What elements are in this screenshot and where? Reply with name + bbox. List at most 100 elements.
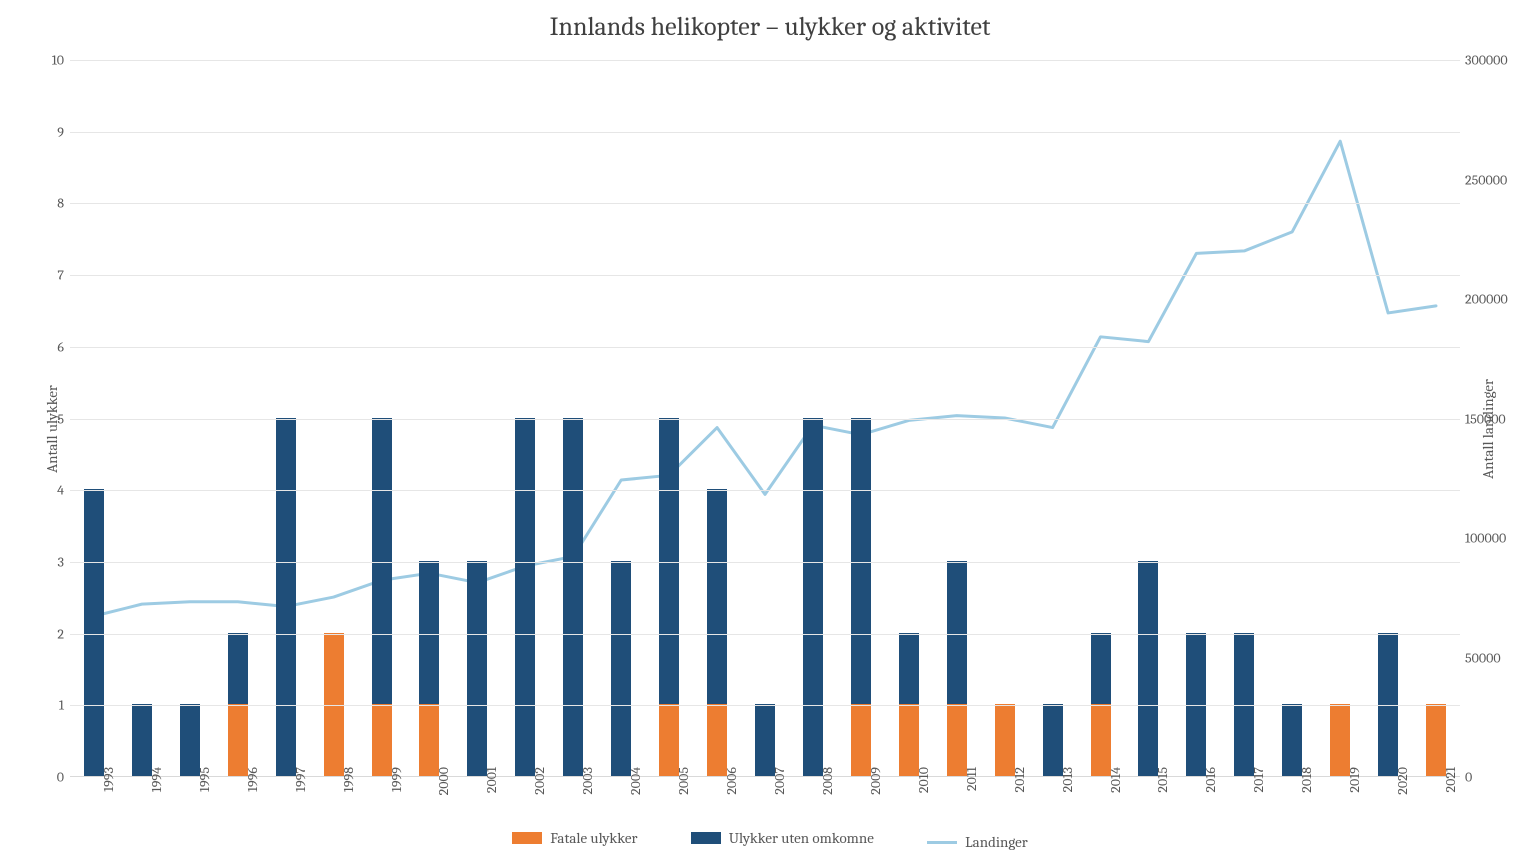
bar-segment-nonfatal — [707, 489, 727, 704]
xtick: 2021 — [1442, 767, 1459, 793]
bar-segment-nonfatal — [1378, 633, 1398, 776]
ytick-right: 250000 — [1465, 171, 1520, 188]
bar-segment-fatal — [1091, 704, 1111, 776]
legend: Fatale ulykker Ulykker uten omkomne Land… — [0, 829, 1540, 852]
ytick-right: 0 — [1465, 769, 1520, 786]
xtick: 2014 — [1107, 767, 1124, 793]
ytick-left: 4 — [42, 482, 64, 499]
xtick: 2009 — [867, 767, 884, 795]
ytick-left: 5 — [42, 410, 64, 427]
xtick: 2003 — [579, 767, 596, 795]
ytick-right: 300000 — [1465, 52, 1520, 69]
bar-segment-nonfatal — [1043, 704, 1063, 776]
bar-segment-fatal — [851, 704, 871, 776]
bar-segment-nonfatal — [1138, 561, 1158, 776]
ytick-left: 9 — [42, 123, 64, 140]
xtick: 2000 — [435, 767, 452, 795]
legend-swatch-fatal — [512, 832, 542, 844]
bar-segment-fatal — [419, 704, 439, 776]
bar-segment-fatal — [228, 704, 248, 776]
bar-segment-nonfatal — [515, 418, 535, 777]
bar-segment-fatal — [899, 704, 919, 776]
legend-swatch-landings — [927, 841, 957, 844]
gridline — [70, 203, 1460, 204]
y-axis-left-label: Antall ulykker — [43, 385, 61, 473]
gridline — [70, 634, 1460, 635]
xtick: 1993 — [100, 767, 117, 792]
legend-label-nonfatal: Ulykker uten omkomne — [729, 829, 874, 847]
gridline — [70, 562, 1460, 563]
xtick: 2005 — [675, 767, 692, 795]
legend-item-landings: Landinger — [927, 833, 1028, 851]
bar-segment-fatal — [659, 704, 679, 776]
bar-segment-nonfatal — [611, 561, 631, 776]
gridline — [70, 705, 1460, 706]
xtick: 2007 — [771, 767, 788, 795]
gridline — [70, 347, 1460, 348]
bar-segment-nonfatal — [467, 561, 487, 776]
xtick: 2011 — [963, 767, 980, 791]
ytick-left: 0 — [42, 769, 64, 786]
bar-segment-nonfatal — [899, 633, 919, 705]
gridline — [70, 275, 1460, 276]
xtick: 1997 — [292, 767, 309, 792]
xtick: 2017 — [1250, 767, 1267, 793]
xtick: 2020 — [1394, 767, 1411, 795]
bar-segment-nonfatal — [803, 418, 823, 777]
ytick-right: 200000 — [1465, 291, 1520, 308]
ytick-left: 6 — [42, 338, 64, 355]
xtick: 2004 — [627, 767, 644, 795]
ytick-left: 1 — [42, 697, 64, 714]
bar-segment-fatal — [707, 704, 727, 776]
xtick: 2013 — [1059, 767, 1076, 792]
bar-segment-fatal — [947, 704, 967, 776]
bar-segment-nonfatal — [276, 418, 296, 777]
xtick: 2016 — [1202, 767, 1219, 793]
xtick: 2019 — [1346, 767, 1363, 793]
gridline — [70, 419, 1460, 420]
bar-segment-nonfatal — [1234, 633, 1254, 776]
xtick: 1999 — [388, 767, 405, 792]
xtick: 2010 — [915, 767, 932, 793]
legend-label-fatal: Fatale ulykker — [550, 829, 637, 847]
ytick-right: 100000 — [1465, 530, 1520, 547]
bar-segment-nonfatal — [755, 704, 775, 776]
bar-segment-nonfatal — [1091, 633, 1111, 705]
xtick: 2018 — [1298, 767, 1315, 793]
bar-segment-fatal — [1426, 704, 1446, 776]
xtick: 2001 — [483, 767, 500, 793]
xtick: 1996 — [244, 767, 261, 792]
ytick-right: 50000 — [1465, 649, 1520, 666]
ytick-left: 8 — [42, 195, 64, 212]
xtick: 2006 — [723, 767, 740, 795]
legend-swatch-nonfatal — [691, 832, 721, 844]
ytick-left: 7 — [42, 267, 64, 284]
gridline — [70, 132, 1460, 133]
ytick-left: 10 — [42, 52, 64, 69]
y-axis-right-label: Antall landinger — [1479, 379, 1497, 479]
ytick-left: 2 — [42, 625, 64, 642]
bar-segment-nonfatal — [563, 418, 583, 777]
xtick: 1998 — [340, 767, 357, 792]
bar-segment-fatal — [1330, 704, 1350, 776]
legend-label-landings: Landinger — [965, 833, 1028, 851]
ytick-left: 3 — [42, 553, 64, 570]
xtick: 2002 — [531, 767, 548, 795]
bar-segment-nonfatal — [1282, 704, 1302, 776]
plot-area: 0123456789100500001000001500002000002500… — [70, 60, 1460, 777]
legend-item-fatal: Fatale ulykker — [512, 829, 637, 847]
bar-segment-nonfatal — [1186, 633, 1206, 776]
chart-container: Innlands helikopter – ulykker og aktivit… — [0, 0, 1540, 857]
xtick: 1995 — [196, 767, 213, 792]
bar-segment-fatal — [995, 704, 1015, 776]
xtick: 1994 — [148, 767, 165, 792]
bar-segment-nonfatal — [180, 704, 200, 776]
chart-title: Innlands helikopter – ulykker og aktivit… — [0, 12, 1540, 42]
gridline — [70, 60, 1460, 61]
bar-segment-nonfatal — [228, 633, 248, 705]
ytick-right: 150000 — [1465, 410, 1520, 427]
legend-item-nonfatal: Ulykker uten omkomne — [691, 829, 874, 847]
plot-outer: 0123456789100500001000001500002000002500… — [70, 60, 1460, 777]
bar-segment-fatal — [372, 704, 392, 776]
xtick: 2015 — [1154, 767, 1171, 793]
